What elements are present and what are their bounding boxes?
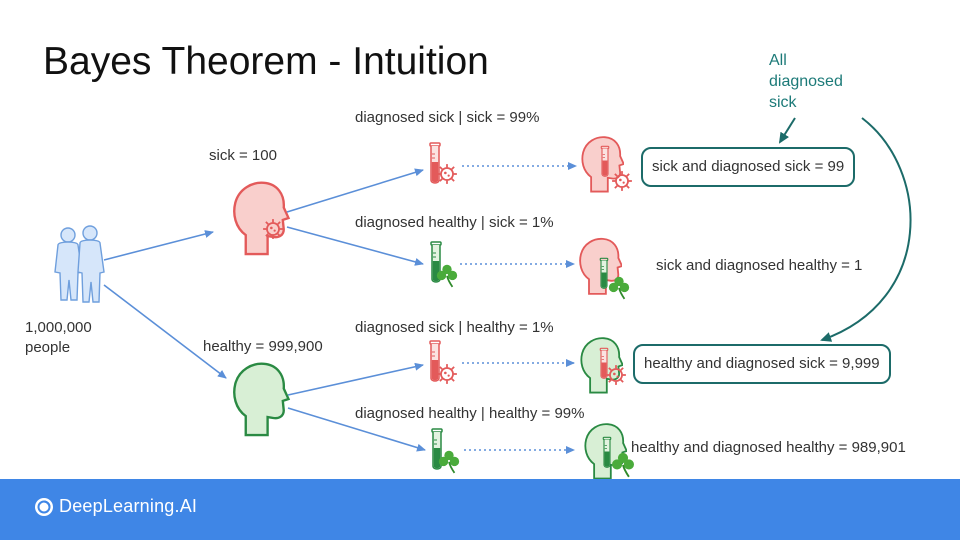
label-diag-sick-given-sick: diagnosed sick | sick = 99% [355,109,540,126]
outcome-sick-diagnosed-sick: sick and diagnosed sick = 99 [641,147,856,187]
arrow-population-to-sick [103,230,214,261]
sick-head-icon [232,181,290,256]
label-diag-healthy-given-sick: diagnosed healthy | sick = 1% [355,214,554,231]
test-tube-healthy-icon [430,241,458,288]
test-tube-sick-icon-2 [429,340,458,385]
all-diagnosed-sick-annotation: All diagnosed sick [769,50,843,113]
annotation-arrow-curve [820,117,912,342]
footer-bar [0,479,960,540]
people-icon [54,225,105,303]
deeplearning-logo-icon [35,497,53,516]
arrow-sick-to-diag-sick [286,168,424,213]
outcome-healthy-diagnosed-sick: healthy and diagnosed sick = 9,999 [633,344,891,384]
sick-diagnosed-sick-head-icon [581,136,633,193]
label-diag-healthy-given-healthy: diagnosed healthy | healthy = 99% [355,405,585,422]
annotation-arrow-short [778,117,796,144]
outcome-sick-diagnosed-healthy: sick and diagnosed healthy = 1 [656,257,863,274]
page-title: Bayes Theorem - Intuition [43,40,489,83]
test-tube-sick-icon [429,142,458,185]
population-label: people [25,339,71,356]
arrow-sick-to-diag-healthy [286,226,424,266]
sick-count-label: sick = 100 [209,147,277,164]
annotation-line-3: sick [769,94,797,111]
population-count: 1,000,000 [25,319,92,336]
annotation-line-2: diagnosed [769,73,843,90]
annotation-line-1: All [769,52,787,69]
brand-name: DeepLearning.AI [59,496,198,516]
healthy-count-label: healthy = 999,900 [203,338,323,355]
healthy-head-icon [232,362,290,437]
arrow-healthy-to-diag-sick [287,362,424,396]
test-tube-healthy-icon-2 [431,428,460,474]
brand-logo: DeepLearning.AI [34,496,197,517]
arrow-population-to-healthy [103,284,227,379]
sick-diagnosed-healthy-head-icon [579,237,630,300]
arrow-healthy-to-diag-healthy [287,407,426,452]
label-diag-sick-given-healthy: diagnosed sick | healthy = 1% [355,319,554,336]
outcome-healthy-diagnosed-healthy: healthy and diagnosed healthy = 989,901 [631,439,906,456]
healthy-diagnosed-healthy-head-icon [584,423,635,480]
healthy-diagnosed-sick-head-icon [580,337,627,394]
